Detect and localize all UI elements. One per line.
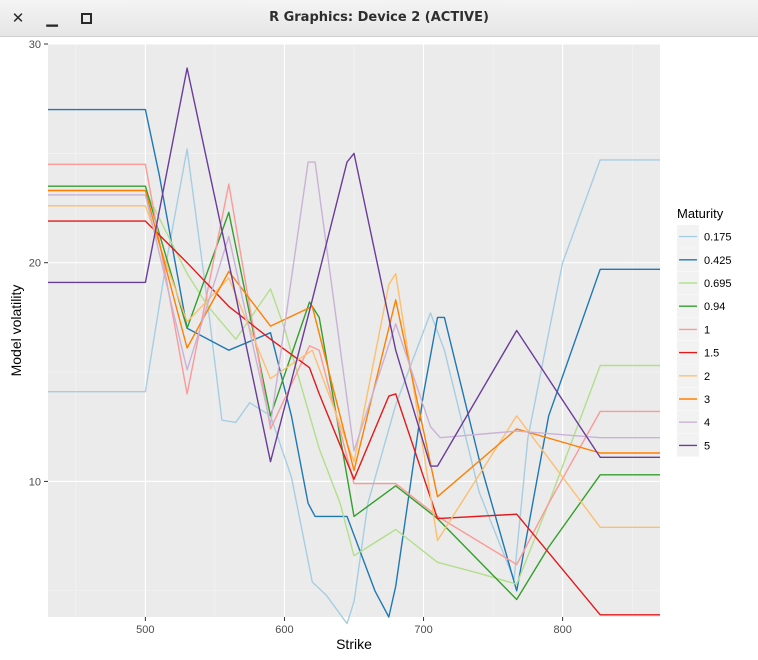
y-tick-label: 20 — [29, 258, 41, 270]
legend: Maturity 0.175 0.425 0.695 0.94 1 1.5 2 3 4 5 — [677, 206, 732, 457]
x-tick-label: 800 — [553, 624, 571, 636]
x-axis: 500 600 700 800 — [136, 617, 572, 636]
legend-label-0.94: 0.94 — [704, 301, 725, 313]
minimize-icon[interactable]: ▁ — [46, 9, 58, 27]
x-tick-label: 500 — [136, 624, 154, 636]
legend-label-5: 5 — [704, 440, 710, 452]
legend-label-0.695: 0.695 — [704, 278, 732, 290]
legend-label-1.5: 1.5 — [704, 348, 719, 360]
window-title: R Graphics: Device 2 (ACTIVE) — [269, 10, 489, 25]
y-tick-label: 30 — [29, 39, 41, 51]
maximize-icon[interactable] — [76, 8, 96, 28]
series-line-3 — [48, 189, 660, 498]
legend-label-0.425: 0.425 — [704, 255, 732, 267]
series-line-1.5 — [48, 220, 660, 616]
series-line-0.695 — [48, 189, 660, 585]
series-line-5 — [48, 67, 660, 467]
legend-title: Maturity — [677, 206, 724, 221]
series-line-2 — [48, 205, 660, 542]
title-bar: ✕ ▁ R Graphics: Device 2 (ACTIVE) — [0, 0, 758, 37]
x-tick-label: 700 — [414, 624, 432, 636]
legend-label-4: 4 — [704, 417, 710, 429]
legend-label-1: 1 — [704, 324, 710, 336]
y-axis-title: Model volatility — [8, 285, 24, 377]
x-tick-label: 600 — [275, 624, 293, 636]
minor-gridlines — [48, 44, 660, 617]
y-tick-label: 10 — [29, 476, 41, 488]
series-lines — [48, 67, 660, 625]
legend-label-2: 2 — [704, 371, 710, 383]
close-icon[interactable]: ✕ — [11, 9, 25, 27]
series-line-4 — [48, 161, 660, 452]
y-axis: 10 20 30 — [29, 39, 48, 488]
legend-label-3: 3 — [704, 394, 710, 406]
legend-label-0.175: 0.175 — [704, 232, 732, 244]
series-line-0.425 — [48, 108, 660, 618]
x-axis-title: Strike — [336, 636, 372, 652]
